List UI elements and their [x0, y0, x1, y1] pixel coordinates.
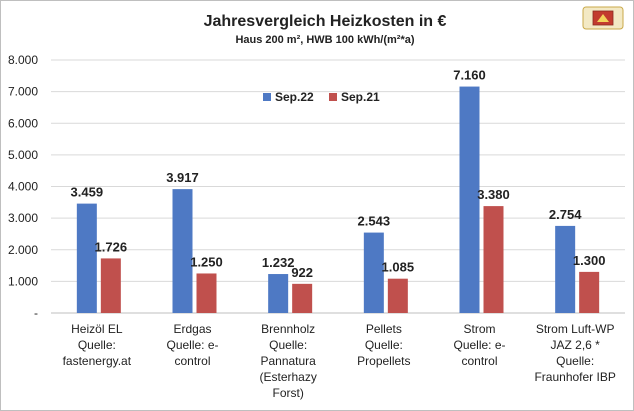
bar-sep22 [459, 86, 480, 313]
x-tick-label: (Esterhazy [259, 370, 316, 384]
data-label: 1.232 [262, 255, 295, 270]
x-tick-label: Forst) [272, 386, 303, 400]
x-tick-label: Quelle: [365, 338, 403, 352]
data-label: 7.160 [453, 68, 486, 83]
data-label: 1.085 [382, 260, 415, 275]
x-tick-label: Pannatura [260, 354, 316, 368]
x-tick-label: Quelle: [78, 338, 116, 352]
x-tick-label: Brennholz [261, 322, 315, 336]
x-tick-label: Quelle: e- [166, 338, 218, 352]
x-tick-label: Pellets [366, 322, 402, 336]
data-label: 3.917 [166, 170, 199, 185]
y-tick-label: 2.000 [8, 243, 38, 257]
bar-sep22 [268, 274, 289, 313]
data-label: 2.754 [549, 207, 582, 222]
logo-badge [582, 6, 624, 30]
bar-sep22 [76, 203, 97, 313]
x-tick-label: JAZ 2,6 * [550, 338, 600, 352]
bar-sep22 [363, 232, 384, 313]
data-label: 1.300 [573, 253, 606, 268]
bar-sep22 [555, 225, 576, 313]
legend: Sep.22 Sep.21 [263, 90, 380, 104]
x-tick-label: Erdgas [173, 322, 211, 336]
bar-sep21 [579, 271, 600, 313]
x-tick-label: Propellets [357, 354, 410, 368]
data-label: 1.250 [190, 254, 223, 269]
bar-sep21 [387, 278, 408, 313]
x-tick-label: control [174, 354, 210, 368]
bar-sep21 [292, 283, 313, 313]
x-tick-label: fastenergy.at [63, 354, 132, 368]
x-tick-label: control [461, 354, 497, 368]
y-tick-label: 7.000 [8, 85, 38, 99]
x-tick-label: Strom Luft-WP [536, 322, 615, 336]
y-tick-label: 4.000 [8, 180, 38, 194]
y-tick-label: 3.000 [8, 211, 38, 225]
data-label: 3.380 [477, 187, 510, 202]
data-label: 3.459 [71, 185, 104, 200]
legend-swatch [329, 93, 337, 101]
bars [76, 86, 600, 313]
chart-subtitle: Haus 200 m², HWB 100 kWh/(m²*a) [235, 34, 414, 46]
y-tick-label: 6.000 [8, 116, 38, 130]
bar-sep21 [196, 273, 217, 313]
bar-sep22 [172, 189, 193, 313]
x-tick-label: Quelle: e- [453, 338, 505, 352]
data-label: 2.543 [358, 214, 391, 229]
y-tick-label: 5.000 [8, 148, 38, 162]
gridlines [51, 59, 625, 314]
y-tick-label: - [34, 306, 38, 320]
legend-label: Sep.21 [341, 90, 380, 104]
chart-title: Jahresvergleich Heizkosten in € [204, 13, 447, 30]
y-axis: - 1.000 2.000 3.000 4.000 5.000 6.000 7.000 8.00… [8, 53, 38, 320]
x-axis: Heizöl EL Quelle: fastenergy.at Erdgas Quell… [63, 322, 616, 400]
data-label: 922 [291, 265, 313, 280]
legend-swatch [263, 93, 271, 101]
x-tick-label: Quelle: [556, 354, 594, 368]
x-tick-label: Strom [463, 322, 495, 336]
y-tick-label: 1.000 [8, 274, 38, 288]
bar-sep21 [100, 258, 121, 313]
x-tick-label: Quelle: [269, 338, 307, 352]
x-tick-label: Fraunhofer IBP [534, 370, 615, 384]
bar-sep21 [483, 206, 504, 313]
legend-label: Sep.22 [275, 90, 314, 104]
x-tick-label: Heizöl EL [71, 322, 123, 336]
y-tick-label: 8.000 [8, 53, 38, 67]
data-label: 1.726 [95, 239, 128, 254]
